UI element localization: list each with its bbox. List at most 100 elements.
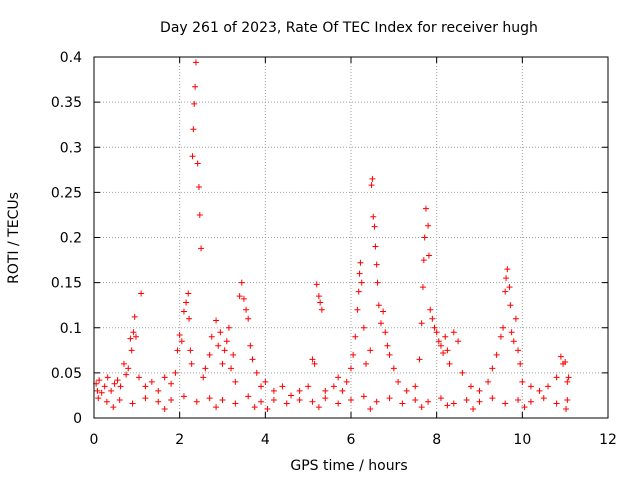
data-point (368, 182, 375, 189)
data-point (104, 374, 111, 381)
data-point (270, 387, 277, 394)
data-point (437, 395, 444, 402)
data-point (564, 378, 571, 385)
data-point (251, 404, 258, 411)
data-point (101, 383, 108, 390)
data-point (442, 333, 449, 340)
data-point (262, 378, 269, 385)
data-point (309, 356, 316, 363)
data-point (130, 329, 137, 336)
data-point (228, 365, 235, 372)
data-point (425, 252, 432, 259)
data-point (519, 378, 526, 385)
data-point (437, 342, 444, 349)
data-point (94, 387, 101, 394)
data-point (270, 396, 277, 403)
data-point (330, 383, 337, 390)
data-point (187, 347, 194, 354)
data-point (476, 398, 483, 405)
data-point (553, 374, 560, 381)
data-point (564, 396, 571, 403)
data-point (258, 383, 265, 390)
data-point (386, 395, 393, 402)
data-point (357, 259, 364, 266)
data-point (117, 383, 124, 390)
data-point (127, 335, 134, 342)
data-point (367, 405, 374, 412)
y-tick-label: 0.35 (51, 95, 82, 111)
data-point (223, 338, 230, 345)
x-tick-label: 0 (90, 432, 99, 448)
data-point (433, 329, 440, 336)
data-point (195, 183, 202, 190)
data-point (416, 356, 423, 363)
data-point (374, 279, 381, 286)
data-point (192, 59, 199, 66)
data-point (194, 160, 201, 167)
data-point (155, 398, 162, 405)
data-point (142, 383, 149, 390)
chart-title: Day 261 of 2023, Rate Of TEC Index for r… (160, 20, 538, 36)
data-point (380, 308, 387, 315)
data-point (354, 306, 361, 313)
data-point (188, 360, 195, 367)
data-point (339, 387, 346, 394)
data-point (335, 374, 342, 381)
data-point (213, 317, 220, 324)
data-point (206, 395, 213, 402)
data-point (384, 342, 391, 349)
data-point (168, 396, 175, 403)
data-point (360, 393, 367, 400)
data-point (190, 126, 197, 133)
data-point (375, 302, 382, 309)
data-point (183, 299, 190, 306)
data-point (557, 353, 564, 360)
data-point (370, 213, 377, 220)
data-point (98, 389, 105, 396)
data-point (352, 333, 359, 340)
y-tick-label: 0.25 (51, 185, 82, 201)
data-point (213, 404, 220, 411)
data-point (356, 270, 363, 277)
data-point (114, 377, 121, 384)
data-point (377, 320, 384, 327)
data-point (283, 400, 290, 407)
data-point (372, 243, 379, 250)
data-point (161, 405, 168, 412)
data-point (123, 371, 130, 378)
data-point (253, 369, 260, 376)
data-point (191, 100, 198, 107)
data-point (421, 234, 428, 241)
data-point (440, 350, 447, 357)
data-point (506, 284, 513, 291)
data-point (540, 395, 547, 402)
data-point (116, 396, 123, 403)
data-point (161, 374, 168, 381)
data-point (193, 398, 200, 405)
data-point (497, 333, 504, 340)
data-point (450, 400, 457, 407)
data-point (313, 281, 320, 288)
data-point (515, 396, 522, 403)
data-point (202, 365, 209, 372)
data-point (500, 324, 507, 331)
axis-ticks (93, 56, 609, 419)
data-point (132, 333, 139, 340)
data-point (219, 396, 226, 403)
data-point (399, 400, 406, 407)
data-point (425, 398, 432, 405)
x-tick-label: 2 (175, 432, 184, 448)
x-tick-label: 8 (432, 432, 441, 448)
data-point (200, 374, 207, 381)
data-point (343, 378, 350, 385)
data-point (311, 360, 318, 367)
data-point (450, 329, 457, 336)
data-point (444, 347, 451, 354)
data-point (279, 383, 286, 390)
x-tick-label: 4 (261, 432, 270, 448)
data-point (176, 331, 183, 338)
data-point (512, 315, 519, 322)
data-point (168, 380, 175, 387)
data-point (412, 396, 419, 403)
